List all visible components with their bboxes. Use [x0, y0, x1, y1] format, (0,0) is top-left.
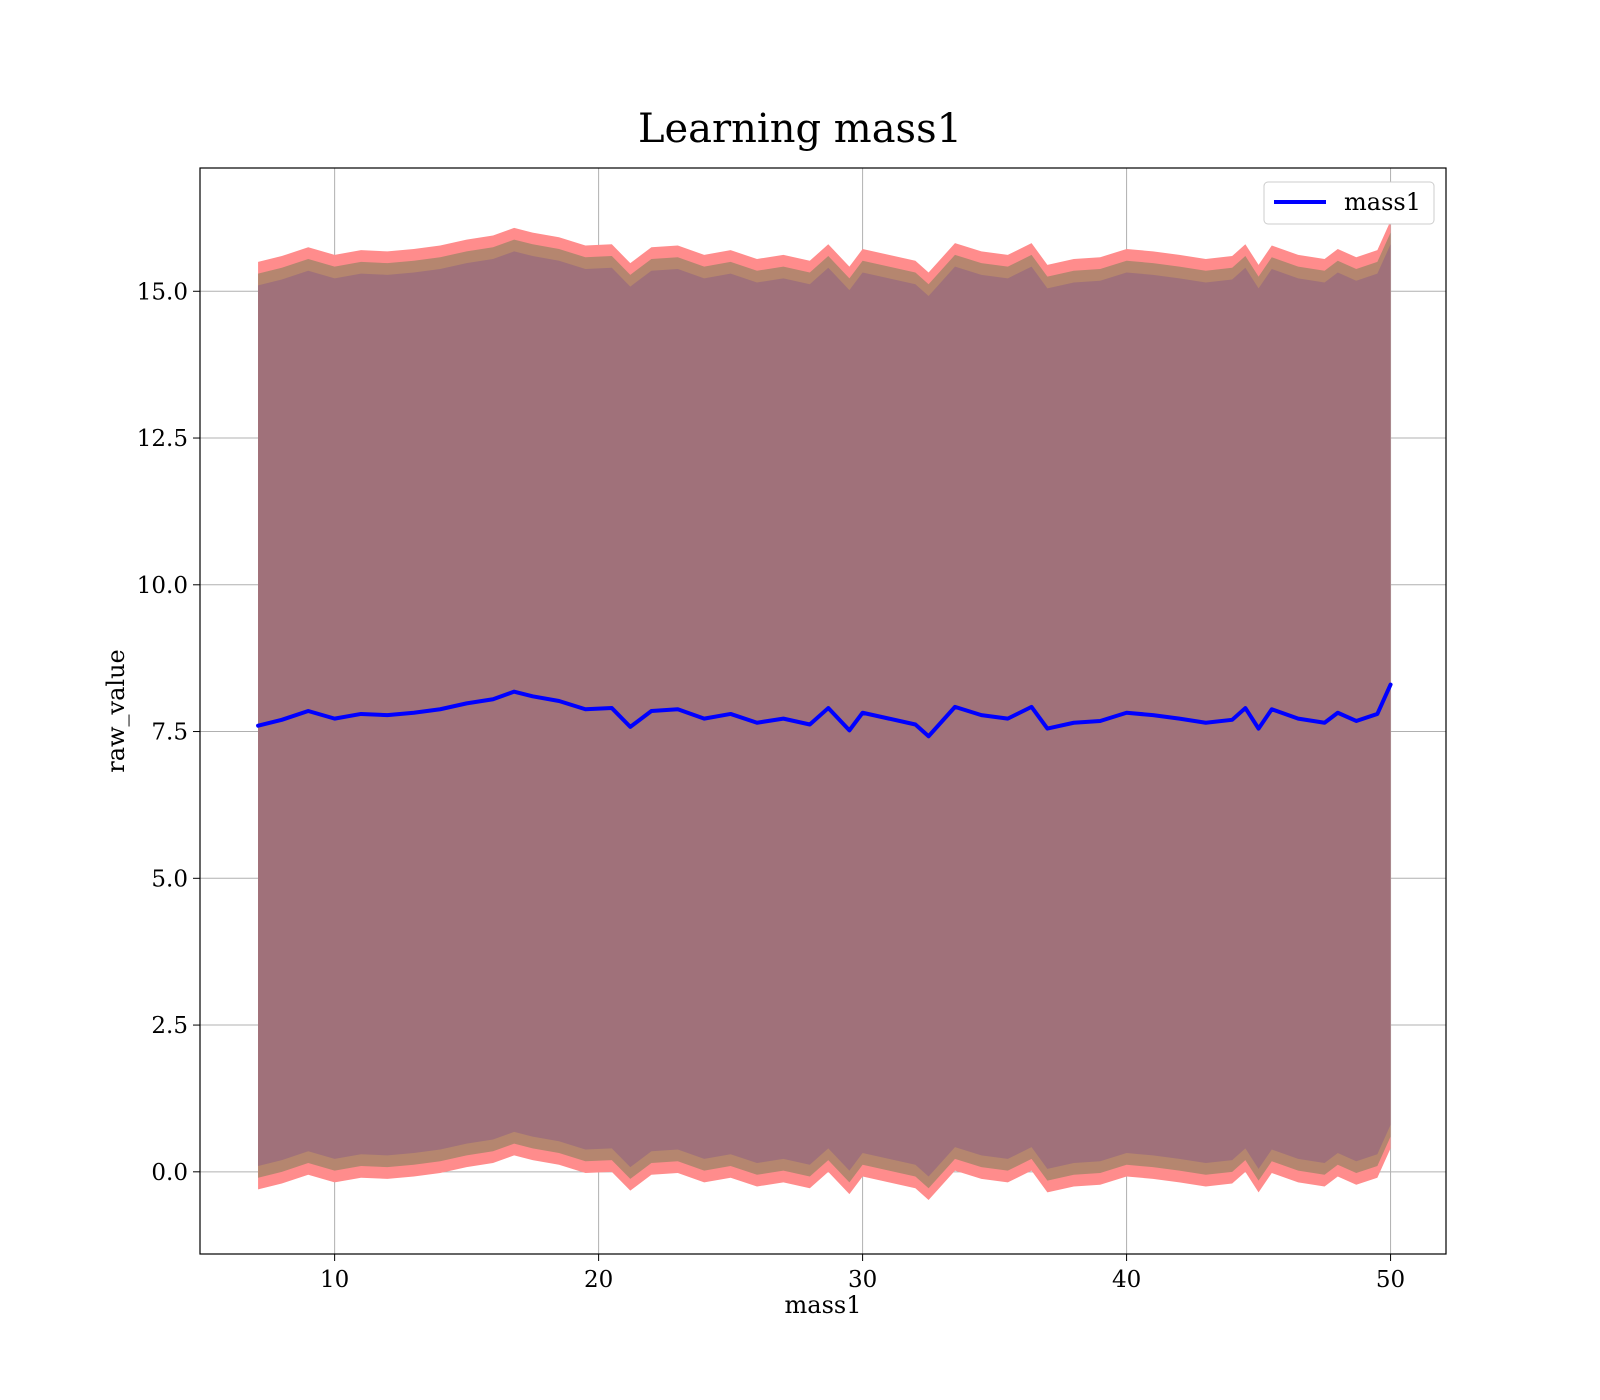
y-tick-label: 7.5	[151, 720, 188, 746]
chart-title: Learning mass1	[638, 106, 962, 152]
y-tick-label: 10.0	[137, 573, 188, 599]
series-line-mass1	[256, 682, 1393, 739]
y-ticks: 0.0 2.5 5.0 7.5 10.0 12.5 15.0	[137, 279, 200, 1186]
series-lines	[256, 682, 1393, 739]
x-tick-label: 40	[1112, 1267, 1141, 1293]
y-tick-label: 12.5	[137, 426, 188, 452]
x-tick-label: 30	[848, 1267, 877, 1293]
legend: mass1	[1263, 181, 1435, 225]
y-axis-label: raw_value	[102, 649, 130, 773]
legend-label: mass1	[1344, 188, 1421, 216]
x-axis-label: mass1	[785, 1291, 862, 1319]
plot-frame	[199, 167, 1447, 1255]
x-tick-label: 10	[320, 1267, 349, 1293]
x-tick-label: 50	[1376, 1267, 1405, 1293]
x-ticks: 10 20 30 40 50	[320, 1254, 1405, 1293]
x-tick-label: 20	[584, 1267, 613, 1293]
legend-box	[1263, 181, 1435, 225]
y-tick-label: 2.5	[151, 1013, 188, 1039]
y-tick-label: 5.0	[151, 866, 188, 892]
y-tick-label: 15.0	[137, 279, 188, 305]
y-tick-label: 0.0	[151, 1160, 188, 1186]
